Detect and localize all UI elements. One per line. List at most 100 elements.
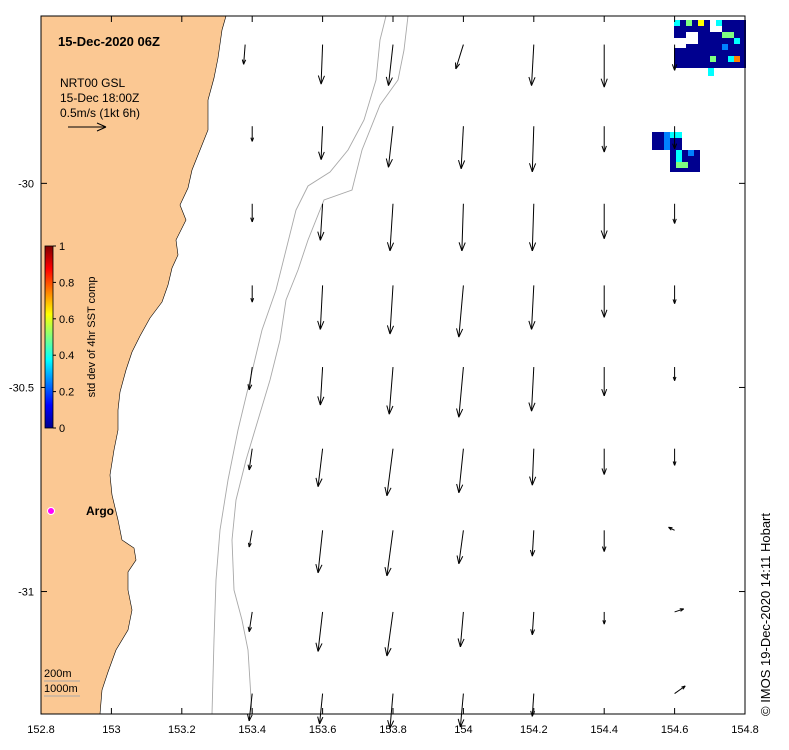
current-arrow xyxy=(315,530,324,574)
current-arrow xyxy=(247,366,253,391)
current-arrow xyxy=(317,367,325,406)
current-arrow xyxy=(317,693,324,725)
current-arrow xyxy=(384,530,394,577)
bathy-1000m-label: 1000m xyxy=(44,683,78,695)
current-arrow xyxy=(456,285,464,338)
current-arrow xyxy=(250,126,255,142)
current-arrow xyxy=(672,285,677,304)
current-arrow xyxy=(387,693,395,729)
current-arrow xyxy=(672,367,677,381)
current-arrow xyxy=(386,367,394,415)
argo-label: Argo xyxy=(86,504,114,518)
current-arrow xyxy=(315,448,324,487)
current-arrow xyxy=(385,126,394,168)
current-arrow xyxy=(247,693,253,722)
current-arrow xyxy=(674,685,686,694)
current-arrow xyxy=(386,203,395,252)
current-arrow xyxy=(247,611,253,632)
argo-marker xyxy=(47,507,55,515)
current-arrow xyxy=(671,44,678,71)
x-tick-label: 152.8 xyxy=(27,724,55,736)
current-arrow xyxy=(601,448,607,475)
current-arrow xyxy=(315,611,324,652)
current-arrow xyxy=(528,367,536,412)
current-arrow xyxy=(384,448,394,497)
current-arrow xyxy=(674,608,685,613)
x-tick-label: 154 xyxy=(454,724,472,736)
x-tick-label: 154.8 xyxy=(731,724,759,736)
y-tick-label: -30.5 xyxy=(9,382,34,394)
current-arrow xyxy=(529,530,536,557)
current-arrow xyxy=(530,611,536,635)
current-arrow xyxy=(247,530,253,548)
current-arrow xyxy=(457,693,465,728)
x-tick-label: 153.8 xyxy=(379,724,407,736)
x-tick-label: 153.6 xyxy=(309,724,337,736)
current-arrows xyxy=(241,44,686,729)
current-time-label: 15-Dec 18:00Z xyxy=(60,91,139,105)
colorbar-tick-label: 0.4 xyxy=(59,350,74,362)
current-arrow xyxy=(318,126,325,160)
current-arrow xyxy=(456,366,464,418)
x-tick-label: 153.4 xyxy=(238,724,266,736)
x-tick-label: 154.2 xyxy=(520,724,548,736)
current-arrow xyxy=(672,203,677,224)
colorbar-tick-label: 0.6 xyxy=(59,314,74,326)
current-arrow xyxy=(385,44,394,86)
colorbar-tick-label: 1 xyxy=(59,241,65,253)
axis-ticks: 152.8 153 153.2 153.4 153.6 153.8 154 154.2 154.… xyxy=(9,16,759,736)
current-arrow xyxy=(458,203,466,252)
current-arrow xyxy=(668,526,675,531)
current-arrow xyxy=(250,203,255,223)
x-tick-label: 153 xyxy=(102,724,120,736)
current-arrow xyxy=(601,126,607,153)
current-arrow xyxy=(600,44,608,88)
current-arrow xyxy=(672,126,678,150)
current-source-label: NRT00 GSL xyxy=(60,76,125,90)
x-tick-label: 154.4 xyxy=(590,724,618,736)
current-arrow xyxy=(528,44,536,86)
x-tick-label: 153.2 xyxy=(168,724,196,736)
coastline xyxy=(99,15,227,715)
current-arrow xyxy=(602,611,607,625)
current-arrow xyxy=(457,611,465,648)
current-arrow xyxy=(601,367,608,397)
current-arrow xyxy=(458,126,466,169)
map-title: 15-Dec-2020 06Z xyxy=(58,34,160,49)
colorbar-title: std dev of 4hr SST comp xyxy=(86,277,98,398)
colorbar-ramp xyxy=(44,245,54,429)
current-arrow xyxy=(386,285,395,335)
current-arrow xyxy=(317,203,325,241)
current-arrow xyxy=(247,448,253,471)
current-arrow xyxy=(529,126,537,172)
current-arrow xyxy=(456,448,464,493)
y-tick-label: -31 xyxy=(18,587,34,599)
current-arrow xyxy=(456,530,464,564)
sst-pixels xyxy=(652,20,746,172)
contour-200m xyxy=(211,15,387,715)
scale-arrow xyxy=(68,122,107,132)
current-arrow xyxy=(455,44,464,70)
imos-credit-text: © IMOS 19-Dec-2020 14:11 Hobart xyxy=(758,513,773,716)
contour-1000m xyxy=(231,15,409,715)
current-arrow xyxy=(600,203,608,239)
colorbar-tick-label: 0.2 xyxy=(59,387,74,399)
current-arrow xyxy=(672,448,677,466)
current-arrow xyxy=(528,203,537,252)
current-arrow xyxy=(241,44,247,65)
colorbar-tick-label: 0 xyxy=(59,423,65,435)
land-area xyxy=(41,16,226,714)
current-arrow xyxy=(600,285,608,318)
bathy-200m-label: 200m xyxy=(44,668,72,680)
current-arrow xyxy=(384,611,394,657)
current-arrow xyxy=(529,448,537,486)
current-arrow xyxy=(317,44,325,85)
current-arrow xyxy=(317,285,325,330)
colorbar: 1 0.8 0.6 0.4 0.2 0 std dev of 4hr SST comp xyxy=(44,241,98,435)
x-tick-label: 154.6 xyxy=(661,724,689,736)
current-arrow xyxy=(601,530,607,552)
colorbar-tick-label: 0.8 xyxy=(59,277,74,289)
current-scale-label: 0.5m/s (1kt 6h) xyxy=(60,106,140,120)
y-tick-label: -30 xyxy=(18,178,34,190)
current-arrow xyxy=(250,285,255,303)
